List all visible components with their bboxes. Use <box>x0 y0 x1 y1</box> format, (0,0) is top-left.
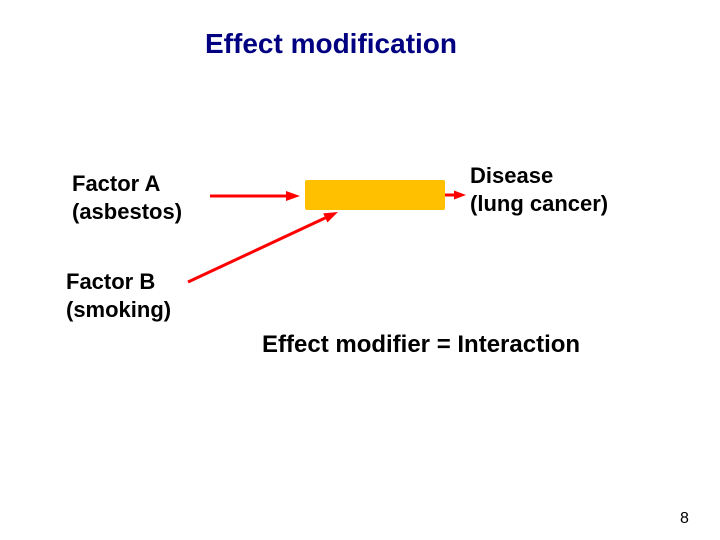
arrows-svg <box>0 0 720 540</box>
page-number: 8 <box>680 510 689 528</box>
modifier-text: Effect modifier = Interaction <box>262 330 580 360</box>
